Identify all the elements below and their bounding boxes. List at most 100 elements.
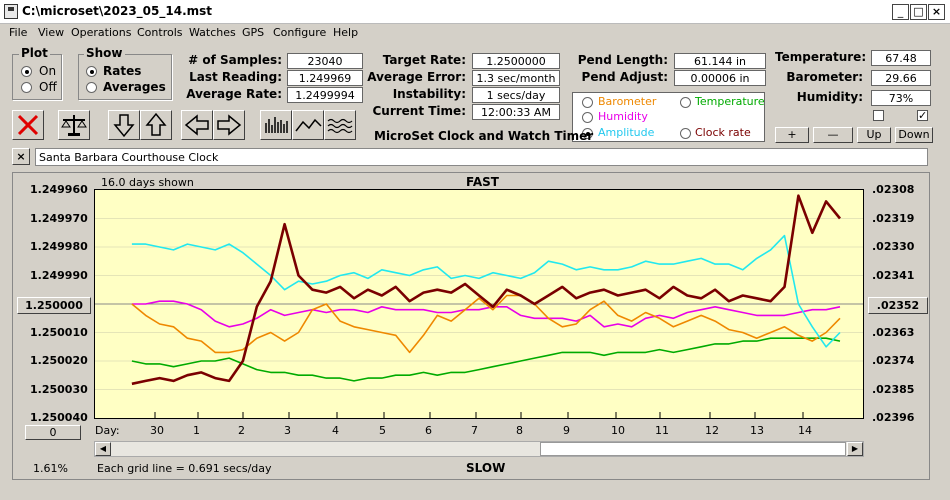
y-left-tick: 1.249960 [30,183,88,196]
plot-group-title: Plot [19,46,50,60]
scrollbar-thumb[interactable] [540,442,846,456]
scroll-right-arrow[interactable]: ▶ [847,442,863,456]
wave-graph-button[interactable] [324,110,356,140]
close-window-button[interactable]: × [928,4,945,20]
scroll-right-button[interactable] [213,110,245,140]
minus-button[interactable]: — [813,127,853,143]
plus-button[interactable]: + [775,127,809,143]
barometer-series-line [131,294,841,354]
menu-watches[interactable]: Watches [189,26,236,39]
balance-button[interactable] [58,110,90,140]
x-tick-label: 3 [284,424,291,437]
y-right-tick: .02341 [872,268,915,282]
minimize-button[interactable]: _ [892,4,909,20]
line-graph-button[interactable] [292,110,324,140]
x-tick-label: 11 [655,424,669,437]
average-error-label: Average Error: [367,70,466,84]
checked-checkbox[interactable]: ✓ [917,109,928,122]
wave-icon [327,118,353,134]
app-icon [4,4,18,19]
y-left-tick: 1.250010 [30,325,88,339]
y-right-tick: .02374 [872,354,915,367]
x-tick-label: 5 [379,424,386,437]
x-tick-label: 7 [471,424,478,437]
menu-file[interactable]: File [9,26,28,39]
up-button[interactable]: Up [857,127,891,143]
down-button[interactable]: Down [895,127,933,143]
chart-svg [95,194,863,418]
clock-rate-radio[interactable] [680,128,691,139]
days-shown-label: 16.0 days shown [101,176,194,189]
clear-button[interactable] [12,110,44,140]
barometer-value: 29.66 [871,70,931,86]
scroll-down-button[interactable] [108,110,140,140]
target-rate-label: Target Rate: [382,53,466,67]
x-tick-label: 10 [611,424,625,437]
menu-operations[interactable]: Operations [71,26,132,39]
maximize-button[interactable]: □ [910,4,927,20]
y-left-tick: 1.250020 [30,354,88,367]
last-reading-value: 1.249969 [287,70,363,86]
x-tick-label: 4 [332,424,339,437]
zero-button[interactable]: 0 [25,425,81,440]
histogram-icon [265,117,288,133]
current-time-label: Current Time: [372,104,466,118]
scroll-up-button[interactable] [140,110,172,140]
arrow-right-icon [217,114,242,136]
clock-rate-series-line [131,194,842,386]
close-clock-button[interactable]: × [12,148,30,165]
menu-help[interactable]: Help [333,26,359,39]
amplitude-series-line [131,234,841,348]
target-rate-value[interactable]: 1.2500000 [472,53,560,69]
y-right-tick: .02308 [872,183,915,196]
x-tick-label: 12 [705,424,719,437]
y-left-tick: 1.250030 [30,382,88,396]
average-rate-label: Average Rate: [186,87,282,101]
y-left-tick: 1.249980 [30,240,88,253]
histogram-button[interactable] [260,110,292,140]
menu-view[interactable]: View [38,26,65,39]
show-rates-radio[interactable] [86,66,97,77]
slow-label: SLOW [466,461,506,475]
barometer-option: Barometer [598,95,657,108]
samples-value: 23040 [287,53,363,69]
fast-label: FAST [466,175,499,189]
y-right-tick: .02385 [872,382,915,396]
arrow-left-icon [184,114,209,136]
center-right-button[interactable]: .02352 [868,297,928,314]
last-reading-label: Last Reading: [189,70,282,84]
barometer-radio[interactable] [582,97,593,108]
x-tick-label: 9 [563,424,570,437]
pend-length-value[interactable]: 61.144 in [674,53,766,69]
samples-label: # of Samples: [188,53,282,67]
plot-on-radio[interactable] [21,66,32,77]
x-tick-label: 13 [750,424,764,437]
x-tick-label: 8 [516,424,523,437]
amplitude-radio[interactable] [582,128,593,139]
menu-configure[interactable]: Configure [273,26,327,39]
y-left-tick: 1.250040 [30,411,88,424]
arrow-down-icon [113,114,135,138]
instability-value: 1 secs/day [472,87,560,103]
plot-off-radio[interactable] [21,82,32,93]
red-x-icon [17,114,39,136]
y-right-tick: .02363 [872,325,915,339]
menu-controls[interactable]: Controls [137,26,183,39]
unchecked-checkbox[interactable] [873,110,884,121]
app-title: MicroSet Clock and Watch Timer [374,129,594,143]
show-averages-radio[interactable] [86,82,97,93]
balance-scale-icon [61,115,87,136]
center-left-button[interactable]: 1.250000 [17,297,91,314]
scroll-left-arrow[interactable]: ◀ [95,442,111,456]
day-label: Day: [95,424,120,437]
plot-area [94,189,864,419]
y-right-tick: .02396 [872,411,915,424]
scroll-left-button[interactable] [181,110,213,140]
menu-gps[interactable]: GPS [242,26,265,39]
temperature-radio[interactable] [680,97,691,108]
chart-frame [12,172,930,480]
humidity-radio[interactable] [582,112,593,123]
x-tick-label: 2 [238,424,245,437]
arrow-up-icon [145,112,167,136]
clock-name-field[interactable]: Santa Barbara Courthouse Clock [35,148,928,166]
